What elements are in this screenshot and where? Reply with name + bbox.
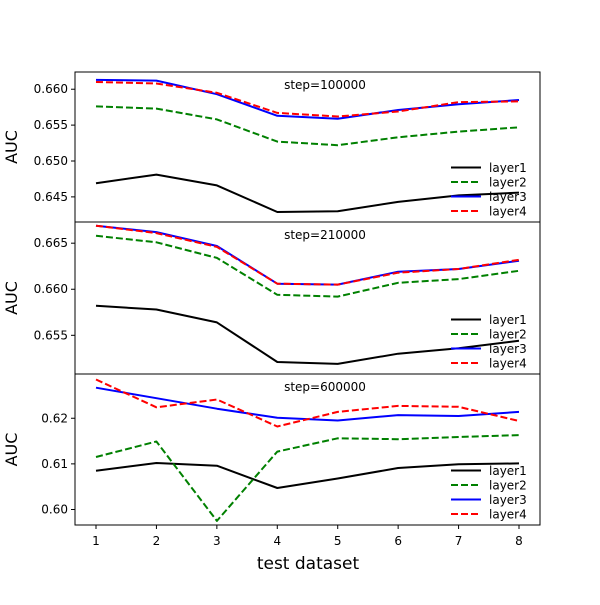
subplot-2: 0.6550.6600.665AUCstep=210000layer1layer… — [2, 221, 541, 375]
step-label: step=100000 — [284, 78, 366, 92]
x-tick-label: 6 — [394, 534, 402, 548]
step-label: step=210000 — [284, 228, 366, 242]
subplot-1: 0.645 0.650 0.655 0.660 AUC step=100000 layer1… — [2, 71, 541, 223]
y-axis-label: AUC — [2, 433, 21, 467]
legend-label-layer4: layer4 — [489, 205, 527, 219]
series-line-layer2 — [95, 434, 520, 522]
series-line-layer1 — [95, 304, 520, 365]
x-tick-label: 2 — [153, 534, 161, 548]
y-tick-label: 0.645 — [34, 190, 68, 204]
x-tick-label: 8 — [515, 534, 523, 548]
legend-label-layer3: layer3 — [489, 342, 527, 356]
legend-label-layer2: layer2 — [489, 176, 527, 190]
y-tick-label: 0.650 — [34, 154, 68, 168]
legend-label-layer1: layer1 — [489, 464, 527, 478]
y-tick-label: 0.665 — [34, 236, 68, 250]
x-tick-label: 1 — [92, 534, 100, 548]
series-line-layer4 — [95, 81, 520, 118]
x-axis-label: test dataset — [257, 554, 360, 574]
y-tick-label: 0.655 — [34, 328, 68, 342]
x-tick-label: 4 — [273, 534, 281, 548]
y-axis-label: AUC — [2, 130, 21, 164]
subplot-3: 0.60 0.61 0.62 1 2 3 4 5 6 7 8 AUC step=600000 layer1… — [2, 373, 541, 548]
series-line-layer4 — [95, 378, 520, 428]
series-line-layer1 — [95, 173, 520, 213]
legend-label-layer2: layer2 — [489, 328, 527, 342]
y-axis-label: AUC — [2, 281, 21, 315]
series-line-layer3 — [95, 78, 520, 120]
panels: 0.645 0.650 0.655 0.660 AUC step=100000 layer1… — [2, 71, 541, 548]
y-tick-label: 0.660 — [34, 82, 68, 96]
y-tick-label: 0.655 — [34, 118, 68, 132]
legend-label-layer4: layer4 — [489, 357, 527, 371]
x-tick-label: 7 — [455, 534, 463, 548]
legend-label-layer4: layer4 — [489, 508, 527, 522]
plot-frame — [74, 373, 541, 526]
series-line-layer2 — [95, 234, 520, 298]
x-tick-label: 3 — [213, 534, 221, 548]
y-tick-label: 0.60 — [41, 502, 68, 516]
legend-label-layer3: layer3 — [489, 190, 527, 204]
legend-label-layer3: layer3 — [489, 493, 527, 507]
legend-label-layer1: layer1 — [489, 313, 527, 327]
legend-label-layer2: layer2 — [489, 479, 527, 493]
x-tick-label: 5 — [334, 534, 342, 548]
step-label: step=600000 — [284, 380, 366, 394]
legend-label-layer1: layer1 — [489, 161, 527, 175]
series-line-layer1 — [95, 462, 520, 489]
y-tick-label: 0.62 — [41, 411, 68, 425]
y-tick-label: 0.61 — [41, 457, 68, 471]
y-tick-label: 0.660 — [34, 282, 68, 296]
series-line-layer2 — [95, 105, 520, 147]
series-line-layer4 — [95, 224, 520, 286]
